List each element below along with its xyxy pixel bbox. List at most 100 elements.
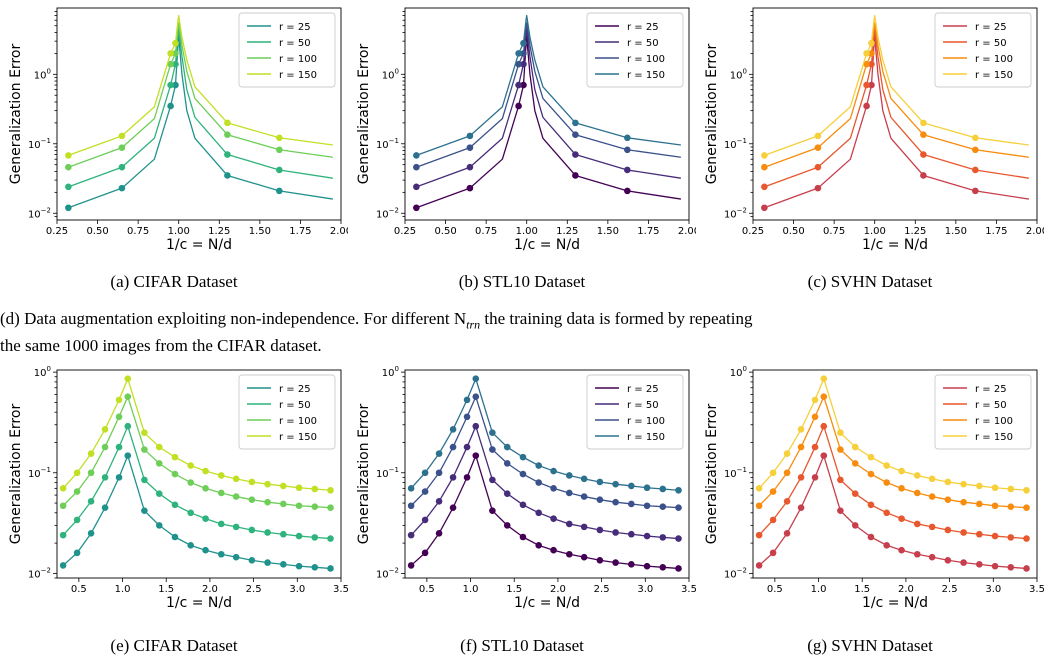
series-point-3 (628, 482, 635, 490)
x-tick-label: 2.0 (898, 584, 914, 595)
x-tick-label: 1.5 (506, 584, 522, 595)
series-point-0 (565, 550, 573, 558)
series-point-2 (115, 413, 123, 421)
series-point-0 (232, 553, 240, 561)
caption-g: (g) SVHN Dataset (807, 636, 933, 655)
series-point-3 (167, 50, 174, 57)
series-point-0 (463, 474, 471, 481)
x-tick-label: 0.5 (767, 584, 783, 595)
series-point-2 (868, 50, 875, 57)
chart-c: 10−2 10−1 100 0.25 0.50 0.75 1.00 1.25 1.50 1.75 2… (704, 7, 1044, 253)
x-tick-label: 1.25 (208, 226, 230, 237)
series-point-1 (172, 60, 179, 68)
series-point-1 (550, 515, 557, 522)
x-tick-label: 0.50 (86, 226, 108, 237)
series-point-3 (466, 132, 474, 140)
chart-e: 10−2 10−1 100 0.5 1.0 1.5 2.0 2.5 3.0 3.5 1/c = N/… (8, 365, 349, 611)
series-point-0 (413, 204, 420, 212)
series-point-2 (311, 503, 319, 511)
series-point-0 (643, 562, 651, 570)
y-tick-label: 100 (730, 365, 747, 379)
legend-box (586, 374, 684, 450)
x-tick-label: 2.00 (330, 226, 348, 237)
series-point-2 (820, 393, 828, 400)
y-tick-label: 10−2 (376, 206, 399, 220)
series-point-0 (466, 184, 474, 192)
series-point-2 (276, 146, 283, 154)
series-point-0 (769, 549, 777, 557)
x-tick-label: 1.25 (556, 226, 578, 237)
series-point-1 (295, 532, 303, 540)
series-point-2 (944, 496, 952, 503)
series-line-1 (764, 28, 1029, 188)
series-point-0 (991, 562, 999, 570)
legend-label-3: r = 150 (975, 70, 1013, 81)
series-point-0 (101, 504, 109, 511)
series-point-3 (327, 486, 334, 494)
series-point-3 (280, 482, 287, 490)
series-point-3 (172, 39, 179, 47)
series-point-3 (991, 484, 999, 492)
x-tick-label: 3.5 (1029, 584, 1044, 595)
legend-label-1: r = 50 (975, 38, 1007, 49)
series-point-2 (466, 144, 474, 151)
series-point-0 (264, 559, 271, 566)
x-axis-label: 1/c = N/d (166, 237, 232, 253)
series-point-1 (851, 490, 859, 497)
series-point-0 (976, 561, 983, 568)
chart-a: 10−2 10−1 100 0.25 0.50 0.75 1.00 1.25 1.50 1.75 2… (8, 7, 352, 253)
x-tick-label: 1.50 (249, 226, 271, 237)
series-line-1 (68, 28, 333, 188)
series-point-3 (449, 426, 457, 433)
series-point-2 (435, 469, 443, 477)
series-point-3 (565, 472, 573, 479)
series-point-1 (624, 166, 631, 174)
series-point-2 (172, 50, 179, 57)
x-tick-label: 0.50 (434, 226, 456, 237)
x-tick-label: 2.00 (678, 226, 696, 237)
series-point-3 (141, 429, 148, 437)
series-point-0 (612, 559, 619, 566)
series-point-0 (1007, 563, 1015, 571)
caption-f: (f) STL10 Dataset (460, 636, 584, 655)
series-point-0 (73, 549, 81, 557)
series-point-3 (472, 375, 480, 383)
series-point-3 (124, 375, 132, 383)
y-tick-label: 100 (34, 67, 51, 81)
series-point-2 (624, 146, 631, 154)
series-point-3 (928, 475, 936, 483)
series-point-3 (101, 426, 109, 433)
legend-box (586, 12, 684, 88)
x-tick-label: 2.0 (202, 584, 218, 595)
series-point-1 (659, 534, 667, 541)
series-point-3 (643, 484, 651, 492)
x-tick-label: 0.5 (419, 584, 435, 595)
series-point-1 (65, 183, 72, 191)
series-point-2 (920, 131, 927, 139)
series-point-3 (421, 469, 429, 477)
y-tick-label: 10−1 (376, 137, 399, 151)
series-point-1 (520, 60, 527, 68)
x-axis-label: 1/c = N/d (862, 237, 928, 253)
x-tick-label: 3.0 (637, 584, 653, 595)
series-point-2 (928, 493, 936, 500)
y-axis-label: Generalization Error (356, 44, 372, 185)
series-point-1 (868, 60, 875, 68)
series-point-1 (519, 501, 527, 509)
y-axis-label: Generalization Error (356, 404, 372, 545)
series-point-2 (1023, 504, 1030, 511)
series-point-2 (248, 496, 256, 503)
x-tick-label: 2.5 (246, 584, 262, 595)
series-point-3 (913, 472, 921, 479)
series-point-0 (811, 474, 819, 481)
legend-label-3: r = 150 (279, 432, 317, 443)
series-point-0 (628, 561, 635, 568)
y-tick-label: 100 (382, 67, 399, 81)
series-point-3 (155, 443, 163, 451)
legend-label-1: r = 50 (279, 400, 311, 411)
series-point-1 (141, 476, 148, 484)
series-point-2 (851, 460, 859, 467)
chart-panel-b: 10−2 10−1 100 0.25 0.50 0.75 1.00 1.25 1.50 1.75 2… (348, 0, 700, 256)
series-point-1 (820, 422, 828, 430)
series-point-0 (435, 530, 443, 537)
